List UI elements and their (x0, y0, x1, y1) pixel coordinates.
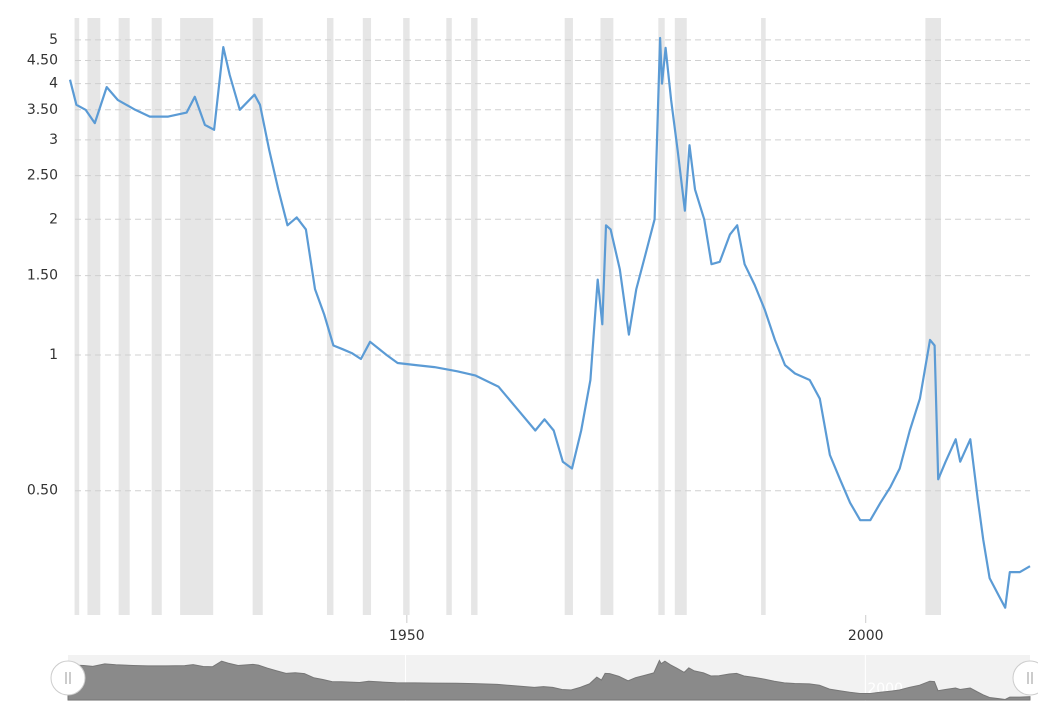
recession-band (87, 18, 101, 615)
y-tick-label: 4.50 (27, 53, 58, 69)
recession-band (326, 18, 334, 615)
recession-band (600, 18, 614, 615)
recession-band (446, 18, 452, 615)
recession-band (925, 18, 941, 615)
y-tick-label: 1 (49, 347, 58, 363)
recession-band (564, 18, 573, 615)
y-tick-label: 3.50 (27, 102, 58, 118)
recession-band (252, 18, 263, 615)
y-tick-label: 1.50 (27, 268, 58, 284)
recession-band (761, 18, 766, 615)
recession-band (674, 18, 687, 615)
grid: 5 4.50 4 3.50 3 2.50 2 1.50 1 0.50 1950 2000 (27, 32, 1030, 644)
recession-bands (74, 18, 941, 615)
recession-band (362, 18, 372, 615)
y-tick-label: 2 (49, 211, 58, 227)
y-tick-label: 2.50 (27, 168, 58, 184)
plot (68, 36, 1031, 609)
recession-band (74, 18, 80, 615)
navigator-handle[interactable] (1012, 660, 1038, 696)
recession-band (151, 18, 162, 615)
x-tick-label: 2000 (848, 628, 884, 644)
price-line (68, 36, 1031, 609)
y-tick-label: 3 (49, 132, 58, 148)
recession-band (471, 18, 478, 615)
recession-band (118, 18, 130, 615)
navigator-handle[interactable] (50, 660, 86, 696)
y-tick-label: 5 (49, 32, 58, 48)
recession-band (658, 18, 665, 615)
y-tick-label: 4 (49, 76, 58, 92)
y-tick-label: 0.50 (27, 483, 58, 499)
recession-band (403, 18, 410, 615)
x-tick-label: 1950 (389, 628, 425, 644)
navigator-area (67, 659, 1031, 701)
recession-band (180, 18, 214, 615)
